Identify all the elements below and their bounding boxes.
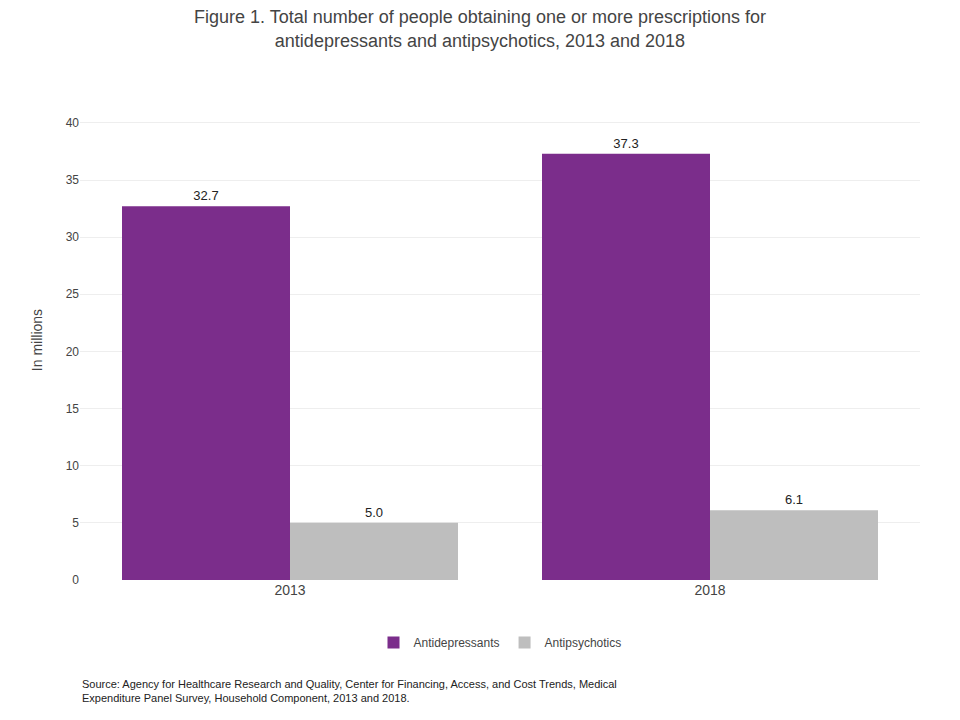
svg-text:6.1: 6.1 [785, 492, 803, 507]
svg-text:Source: Agency for Healthcare: Source: Agency for Healthcare Research a… [82, 678, 617, 704]
svg-text:25: 25 [66, 287, 80, 301]
svg-text:5.0: 5.0 [365, 505, 383, 520]
svg-text:35: 35 [66, 173, 80, 187]
svg-text:Antipsychotics: Antipsychotics [545, 636, 622, 650]
svg-text:5: 5 [72, 516, 79, 530]
svg-text:0: 0 [72, 573, 79, 587]
svg-text:30: 30 [66, 230, 80, 244]
svg-text:2013: 2013 [274, 582, 305, 598]
svg-text:Antidepressants: Antidepressants [414, 636, 500, 650]
svg-text:2018: 2018 [694, 582, 725, 598]
svg-text:20: 20 [66, 345, 80, 359]
svg-text:In millions: In millions [29, 309, 45, 371]
svg-text:37.3: 37.3 [613, 136, 638, 151]
svg-text:10: 10 [66, 459, 80, 473]
svg-text:15: 15 [66, 402, 80, 416]
svg-text:Figure 1. Total number of peop: Figure 1. Total number of people obtaini… [194, 7, 766, 50]
svg-text:40: 40 [66, 116, 80, 130]
svg-text:32.7: 32.7 [193, 188, 218, 203]
